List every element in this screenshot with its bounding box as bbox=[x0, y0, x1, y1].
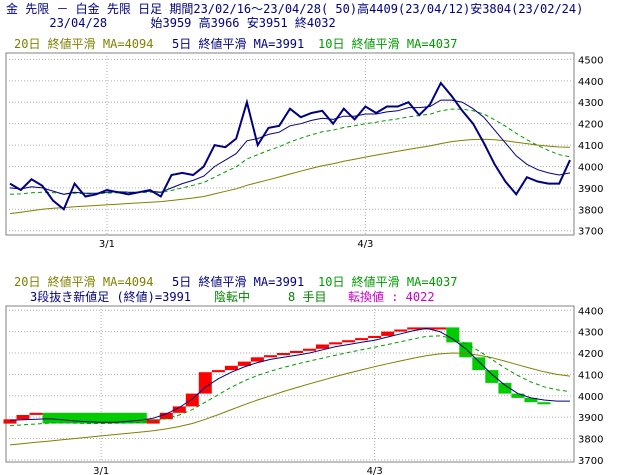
y-tick-label: 4400 bbox=[578, 306, 603, 317]
down-brick bbox=[446, 327, 460, 343]
price-panel-x-axis: 3/1 4/3 bbox=[99, 239, 374, 250]
y-tick-label: 4000 bbox=[578, 392, 603, 403]
legend-ma5: 5日 終値平滑 MA=3991 bbox=[172, 36, 304, 51]
up-brick bbox=[237, 361, 251, 366]
up-brick bbox=[394, 329, 408, 332]
up-brick bbox=[329, 342, 343, 345]
ma5-line bbox=[9, 327, 570, 423]
up-brick bbox=[381, 331, 395, 336]
y-tick-label: 3800 bbox=[578, 434, 603, 445]
kagi-reversal: 転換値 : 4022 bbox=[348, 289, 435, 304]
up-brick bbox=[29, 412, 43, 415]
y-tick-label: 4200 bbox=[578, 120, 603, 131]
up-brick bbox=[250, 357, 264, 362]
y-tick-label: 3700 bbox=[578, 456, 603, 467]
header-line-ohlc: 23/04/28 始3959 高3966 安3951 終4032 bbox=[6, 16, 336, 30]
y-tick-label: 3900 bbox=[578, 413, 603, 424]
legend2-ma20: 20日 終値平滑 MA=4094 bbox=[14, 274, 153, 289]
up-brick bbox=[224, 365, 238, 371]
legend-ma20: 20日 終値平滑 MA=4094 bbox=[14, 36, 153, 51]
up-brick bbox=[3, 419, 17, 424]
kagi-info-text: 3段抜き新値足 (終値)=3991 bbox=[30, 289, 191, 304]
ma10-line bbox=[9, 335, 571, 427]
y-tick-label: 4100 bbox=[578, 370, 603, 381]
up-brick bbox=[185, 393, 199, 407]
header-line-period: 金 先限 － 白金 先限 日足 期間23/02/16～23/04/28( 50)… bbox=[6, 2, 584, 16]
y-tick-label: 4500 bbox=[578, 55, 603, 66]
down-brick bbox=[511, 393, 525, 398]
y-tick-label: 4200 bbox=[578, 349, 603, 360]
kagi-panel-series bbox=[9, 327, 571, 446]
up-brick bbox=[303, 348, 316, 351]
price-panel-series bbox=[9, 81, 571, 215]
down-brick bbox=[459, 342, 473, 358]
x-tick-label: 3/1 bbox=[93, 466, 109, 475]
x-tick-label: 3/1 bbox=[99, 239, 115, 250]
up-brick bbox=[172, 406, 186, 413]
y-tick-label: 4400 bbox=[578, 77, 603, 88]
x-tick-label: 4/3 bbox=[357, 239, 373, 250]
y-tick-label: 3700 bbox=[578, 227, 603, 238]
kagi-panel-y-axis: 3700 3800 3900 4000 4100 4200 4300 4400 bbox=[578, 306, 603, 467]
up-brick bbox=[264, 355, 277, 358]
legend2-ma5: 5日 終値平滑 MA=3991 bbox=[172, 274, 304, 289]
y-tick-label: 4000 bbox=[578, 162, 603, 173]
y-tick-label: 4100 bbox=[578, 141, 603, 152]
down-brick bbox=[485, 370, 499, 383]
ma20-line bbox=[9, 138, 571, 215]
y-tick-label: 3800 bbox=[578, 205, 603, 216]
up-brick bbox=[16, 415, 30, 420]
up-brick bbox=[198, 372, 212, 394]
up-brick bbox=[316, 344, 329, 349]
kagi-count: 8 手目 bbox=[288, 290, 326, 304]
kagi-state: 陰転中 bbox=[214, 289, 250, 304]
up-brick bbox=[355, 338, 369, 341]
price-panel-y-axis: 3700 3800 3900 4000 4100 4200 4300 4400 4500 bbox=[578, 55, 603, 237]
x-tick-label: 4/3 bbox=[367, 466, 383, 475]
legend2-ma10: 10日 終値平滑 MA=4037 bbox=[318, 274, 457, 289]
down-brick bbox=[524, 397, 538, 403]
legend-ma10: 10日 終値平滑 MA=4037 bbox=[318, 36, 457, 51]
price-panel-grid bbox=[6, 53, 574, 235]
up-brick bbox=[290, 350, 303, 353]
y-tick-label: 4300 bbox=[578, 328, 603, 339]
kagi-panel-x-axis: 3/1 4/3 bbox=[93, 466, 383, 475]
ma20-line bbox=[9, 352, 571, 446]
up-brick bbox=[159, 412, 173, 420]
up-brick bbox=[277, 353, 290, 356]
ma5-line bbox=[9, 99, 571, 195]
chart-header: 金 先限 － 白金 先限 日足 期間23/02/16～23/04/28( 50)… bbox=[0, 0, 624, 30]
up-brick bbox=[342, 340, 356, 343]
close-line bbox=[9, 81, 571, 211]
down-brick bbox=[472, 357, 486, 371]
up-brick bbox=[211, 370, 225, 373]
down-brick bbox=[498, 382, 512, 394]
ma10-line bbox=[9, 108, 571, 195]
up-brick bbox=[368, 335, 382, 338]
down-brick bbox=[537, 402, 551, 405]
kagi-panel-frame bbox=[5, 305, 575, 463]
price-panel-frame bbox=[5, 52, 575, 236]
down-brick bbox=[42, 412, 147, 424]
y-tick-label: 4300 bbox=[578, 98, 603, 109]
y-tick-label: 3900 bbox=[578, 184, 603, 195]
